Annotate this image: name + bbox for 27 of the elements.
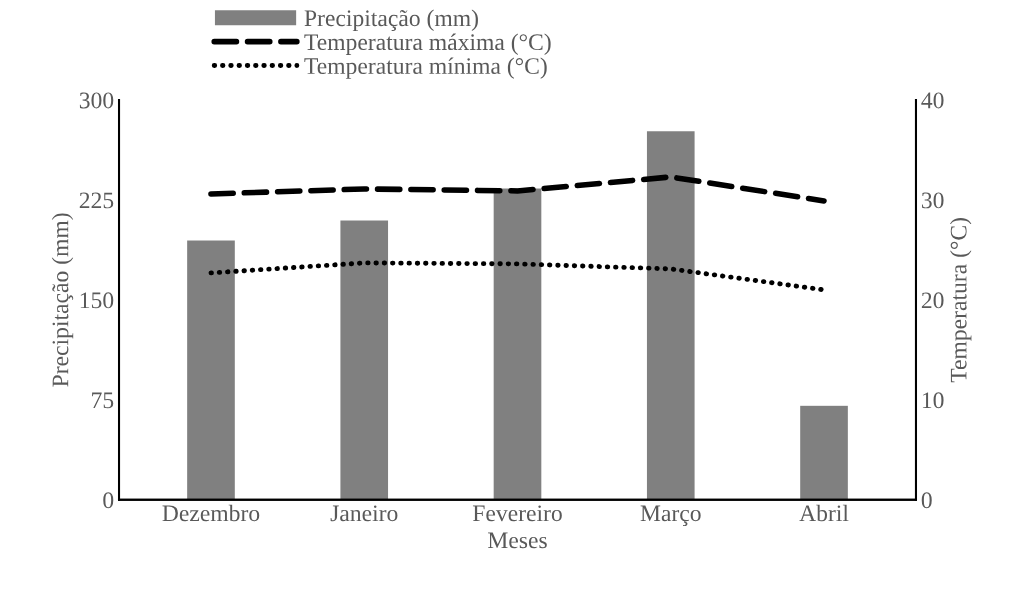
x-tick-label: Abril [799, 504, 849, 522]
legend-label: Temperatura mínima (°C) [304, 57, 547, 79]
y-tick-label: 75 [92, 392, 114, 409]
y2-axis-title: Temperatura (°C) [950, 218, 972, 383]
x-tick-label: Janeiro [330, 505, 398, 522]
x-tick-label: Fevereiro [472, 505, 562, 522]
x-tick-label: Março [640, 505, 701, 527]
bar [492, 187, 543, 500]
y-tick-label: 150 [80, 292, 114, 309]
bar [185, 239, 237, 500]
bar [798, 404, 850, 500]
x-tick-label: Dezembro [162, 504, 260, 522]
bar [339, 219, 390, 500]
y-tick-label: 300 [79, 92, 114, 109]
y-tick-label: 225 [79, 192, 114, 209]
y2-tick-label: 30 [921, 192, 944, 209]
bar [645, 129, 696, 500]
y-tick-label: 0 [103, 492, 114, 509]
y2-tick-label: 20 [921, 292, 944, 309]
x-axis-title: Meses [488, 532, 547, 549]
line-series [208, 260, 827, 293]
y2-tick-label: 10 [922, 392, 944, 409]
y2-tick-label: 40 [921, 92, 944, 109]
y2-tick-label: 0 [921, 492, 932, 509]
legend-label: Temperatura máxima (°C) [304, 33, 551, 55]
y-axis-title: Precipitação (mm) [51, 213, 74, 387]
legend-label: Precipitação (mm) [304, 9, 478, 31]
